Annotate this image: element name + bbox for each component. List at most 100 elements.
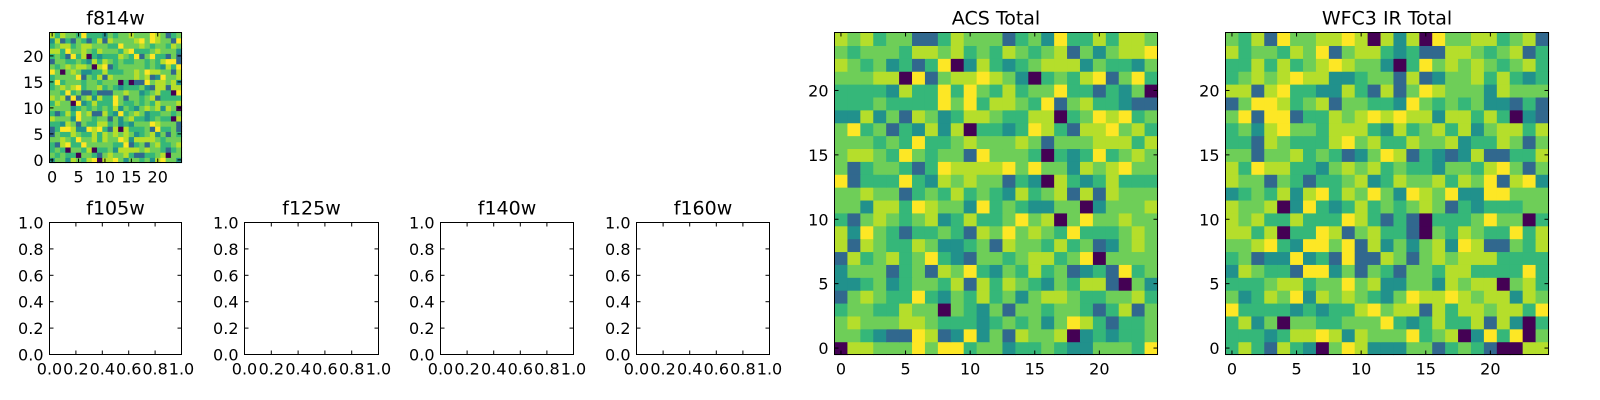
heatmap-cell [81,89,88,96]
heatmap-cell [1264,135,1278,150]
heatmap-cell [989,148,1004,162]
heatmap-cell [976,277,991,291]
heatmap-cell [1470,290,1485,304]
y-tick-label: 0.4 [18,293,43,312]
heatmap-cell [1277,302,1291,317]
heatmap-cell [149,131,156,138]
heatmap-cell [97,58,103,65]
heatmap-cell [49,146,56,153]
heatmap-cell [97,63,103,70]
heatmap-cell [1041,328,1055,343]
heatmap-cell [144,42,151,49]
heatmap-cell [1118,71,1133,85]
heatmap-cell [170,37,177,44]
heatmap-cell [112,68,119,75]
heatmap-cell [1277,315,1291,330]
heatmap-cell [160,63,167,70]
heatmap-cell [886,225,900,240]
heatmap-cell [1341,290,1356,304]
heatmap-cell [1496,315,1511,330]
heatmap-cell [1092,45,1107,59]
chart-title: f814w [86,8,145,30]
heatmap-cell [1367,225,1382,240]
heatmap-cell [1315,187,1330,201]
heatmap-cell [81,53,88,60]
heatmap-cell [1054,84,1068,98]
heatmap-cell [1406,264,1420,278]
heatmap-cell [144,63,151,70]
heatmap-cell [1445,148,1459,162]
heatmap-cell [133,89,140,96]
y-tick-label: 15 [808,146,828,165]
heatmap-cell [118,89,125,96]
heatmap-cell [1509,264,1524,278]
heatmap-cell [1015,251,1029,265]
heatmap-cell [75,141,82,148]
heatmap-cell [60,157,66,164]
heatmap-cell [1483,174,1498,188]
heatmap-cell [60,105,66,112]
heatmap-cell [1380,161,1395,175]
heatmap-cell [118,32,125,39]
heatmap-cell [1303,328,1317,343]
heatmap-cell [81,126,88,132]
heatmap-cell [107,63,114,70]
heatmap-cell [1341,161,1356,175]
y-tick-label: 1.0 [18,214,43,233]
heatmap-cell [1277,122,1291,137]
heatmap-cell [170,105,177,112]
heatmap-cell [65,105,72,112]
heatmap-cell [170,100,177,106]
heatmap-cell [912,96,926,111]
heatmap-cell [1354,277,1369,291]
heatmap-cell [81,152,88,158]
heatmap-cell [989,161,1004,175]
heatmap-cell [1002,264,1016,278]
heatmap-cell [123,48,130,54]
heatmap-cell [54,110,61,117]
heatmap-cell [54,42,61,49]
heatmap-cell [123,141,130,148]
heatmap-cell [1131,238,1146,253]
heatmap-cell [1118,187,1133,201]
y-tick-label: 1.0 [605,214,630,233]
heatmap-cell [912,290,926,304]
heatmap-cell [1303,315,1317,330]
heatmap-cell [107,126,114,132]
heatmap-cell [112,84,119,91]
heatmap-cell [1144,315,1159,330]
heatmap-cell [860,84,874,98]
heatmap-cell [1458,71,1472,85]
heatmap-cell [1509,84,1524,98]
heatmap-cell [912,148,926,162]
heatmap-cell [1290,122,1304,137]
heatmap-cell [1406,161,1420,175]
heatmap-cell [81,84,88,91]
heatmap-cell [963,45,978,59]
heatmap-cell [1432,96,1446,111]
heatmap-cell [102,136,109,143]
heatmap-cell [1118,32,1133,46]
heatmap-cell [1303,122,1317,137]
x-tick-label: 0.2 [259,360,284,379]
heatmap-cell [60,152,66,158]
x-tick-label: 0.0 [232,360,257,379]
heatmap-cell [899,341,913,356]
y-tick-label: 0.2 [605,319,630,338]
heatmap-cell [155,141,161,148]
heatmap-cell [937,341,952,356]
heatmap-cell [873,71,887,85]
heatmap-cell [1315,84,1330,98]
heatmap-cell [1092,135,1107,150]
heatmap-cell [49,68,56,75]
heatmap-cell [176,94,183,101]
heatmap-cell [1054,122,1068,137]
heatmap-cell [176,84,183,91]
heatmap-cell [1277,32,1291,46]
heatmap-cell [65,152,72,158]
heatmap-cell [847,71,861,85]
heatmap-cell [899,84,913,98]
heatmap-cell [1483,45,1498,59]
heatmap-cell [1092,264,1107,278]
